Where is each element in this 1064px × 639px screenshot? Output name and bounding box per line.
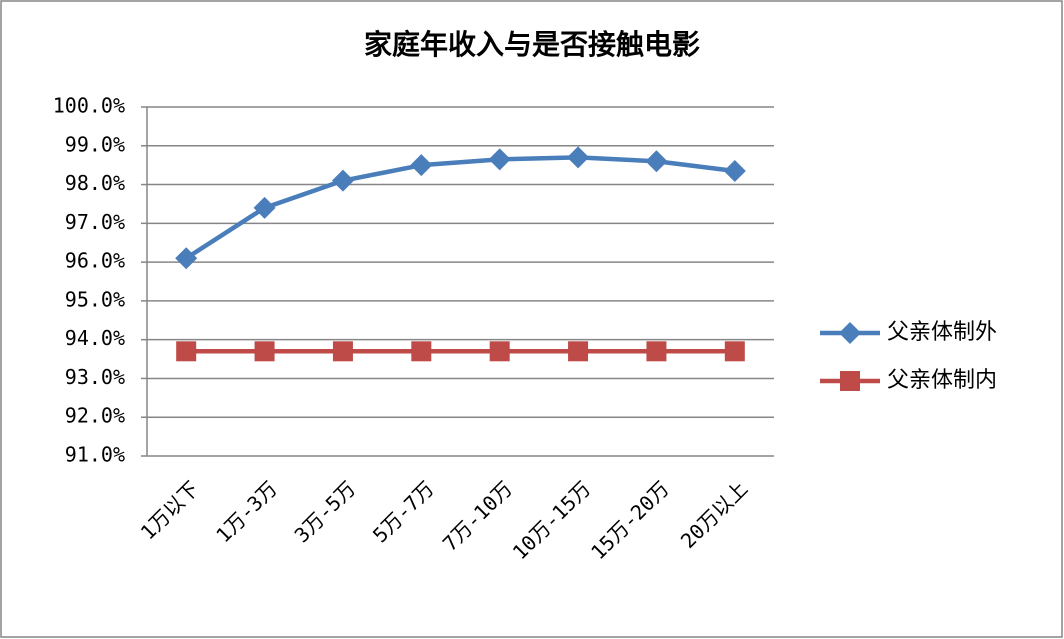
marker bbox=[331, 169, 354, 192]
marker bbox=[567, 146, 590, 169]
marker bbox=[332, 341, 353, 362]
y-tick-label: 94.0% bbox=[65, 326, 125, 350]
marker bbox=[568, 341, 589, 362]
marker bbox=[253, 196, 276, 219]
marker bbox=[176, 341, 197, 362]
marker bbox=[645, 150, 668, 173]
marker bbox=[411, 341, 432, 362]
y-tick-label: 93.0% bbox=[65, 365, 125, 389]
legend-marker bbox=[839, 322, 861, 344]
marker bbox=[254, 341, 275, 362]
marker bbox=[489, 341, 510, 362]
y-tick-label: 100.0% bbox=[53, 94, 125, 118]
y-tick-label: 97.0% bbox=[65, 210, 125, 234]
marker bbox=[175, 247, 198, 270]
y-tick-label: 95.0% bbox=[65, 287, 125, 311]
y-tick-label: 99.0% bbox=[65, 132, 125, 156]
marker bbox=[724, 341, 745, 362]
y-tick-label: 92.0% bbox=[65, 404, 125, 428]
y-tick-label: 98.0% bbox=[65, 171, 125, 195]
y-tick-label: 91.0% bbox=[65, 443, 125, 467]
chart-title: 家庭年收入与是否接触电影 bbox=[364, 28, 700, 61]
marker bbox=[488, 148, 511, 171]
line bbox=[184, 155, 736, 261]
marker bbox=[646, 341, 667, 362]
marker bbox=[410, 154, 433, 177]
legend-marker bbox=[840, 371, 860, 391]
marker bbox=[723, 159, 746, 182]
y-tick-label: 96.0% bbox=[65, 249, 125, 273]
legend-label: 父亲体制内 bbox=[887, 368, 997, 393]
legend-label: 父亲体制外 bbox=[887, 320, 997, 345]
